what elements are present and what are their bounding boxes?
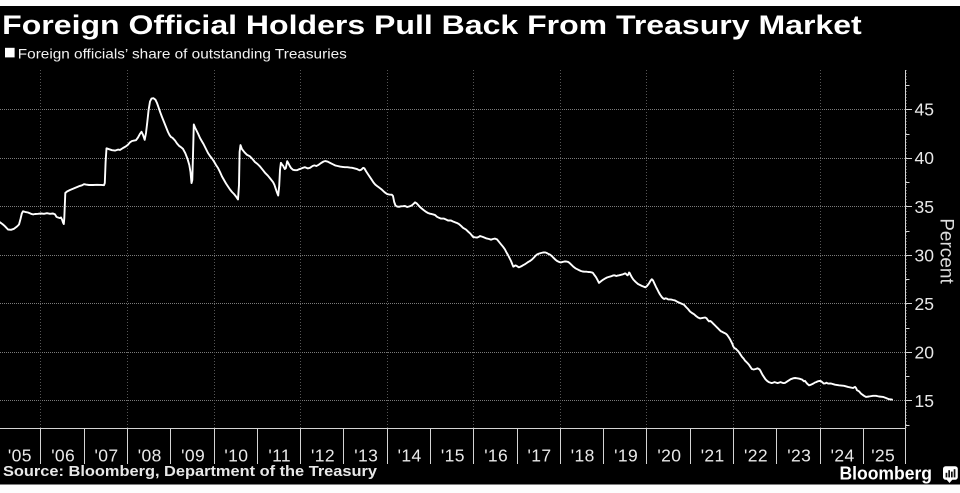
svg-text:Source: Bloomberg, Department: Source: Bloomberg, Department of the Tre… [3,464,377,480]
svg-text:'15: '15 [441,446,465,466]
svg-text:'25: '25 [871,446,895,466]
svg-text:'20: '20 [657,446,681,466]
svg-text:'16: '16 [484,446,508,466]
svg-text:15: 15 [915,391,934,411]
svg-text:Foreign officials’ share of ou: Foreign officials’ share of outstanding … [18,47,347,62]
svg-text:20: 20 [915,342,935,362]
svg-text:'23: '23 [787,446,811,466]
svg-text:'13: '13 [354,446,378,466]
svg-text:'19: '19 [614,446,638,466]
svg-text:25: 25 [915,294,934,314]
svg-text:'07: '07 [94,446,118,466]
svg-text:40: 40 [915,148,935,168]
svg-text:Percent: Percent [936,218,957,284]
svg-text:'09: '09 [181,446,205,466]
svg-text:'14: '14 [398,446,422,466]
svg-text:30: 30 [915,245,935,265]
svg-text:'11: '11 [268,446,291,466]
svg-text:'10: '10 [224,446,248,466]
svg-text:35: 35 [915,197,934,217]
svg-text:'05: '05 [8,446,32,466]
svg-text:'21: '21 [701,446,725,466]
svg-text:'12: '12 [311,446,335,466]
svg-text:'08: '08 [138,446,162,466]
svg-text:Bloomberg: Bloomberg [840,463,933,484]
svg-text:'18: '18 [571,446,595,466]
svg-text:'06: '06 [51,446,75,466]
svg-text:'24: '24 [831,446,855,466]
svg-text:45: 45 [915,100,934,120]
svg-text:'17: '17 [527,446,551,466]
svg-text:'22: '22 [744,446,768,466]
svg-text:Foreign Official Holders Pull: Foreign Official Holders Pull Back From … [2,10,862,40]
